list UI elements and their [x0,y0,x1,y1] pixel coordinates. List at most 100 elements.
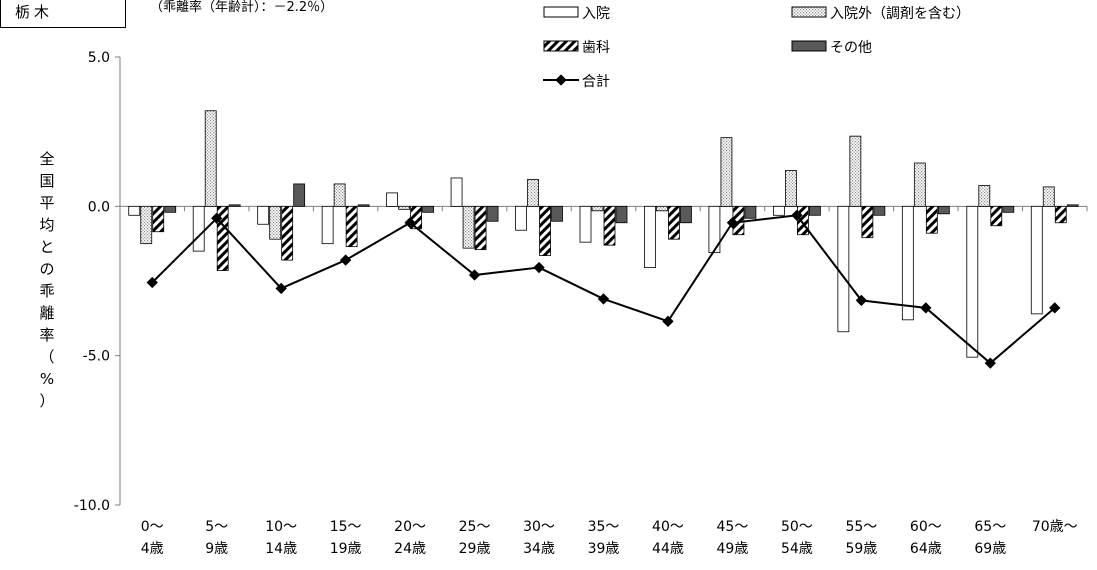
bar-inpatient [450,177,463,207]
bar-inpatient [966,205,979,358]
x-tick-label: 9歳 [205,541,228,557]
bar-inpatient [773,205,785,216]
axes: 5.0 0.0 -5.0 -10.0 [74,50,1088,514]
x-tick-label: 70歳～ [1032,519,1078,535]
bar-other [615,205,628,224]
bar-outpatient [527,179,539,207]
bar-dental [861,205,874,239]
x-tick-label: 64歳 [910,541,942,557]
bar-inpatient [579,205,592,243]
bar-inpatient [128,205,141,216]
bar-inpatient [837,205,850,333]
bar-dental [1054,205,1067,224]
total-point [211,212,223,224]
x-tick-label: 60～ [910,519,942,535]
x-tick-label: 20～ [394,519,426,535]
y-axis-label-char: 平 [39,194,55,212]
bar-other [809,205,821,216]
total-line [146,209,1061,369]
bar-outpatient [1042,186,1055,207]
bar-dental [474,205,487,251]
y-axis-label-char: 乖 [39,282,55,300]
bar-dental [345,205,358,248]
x-tick-label: 19歳 [330,541,362,557]
bar-outpatient [720,137,733,207]
overall-deviation-note: （乖離率（年齢計）：－2.2％） [150,0,334,15]
x-tick-label: 59歳 [845,541,877,557]
total-point [662,315,674,327]
total-point [146,276,158,289]
bar-dental [990,205,1003,227]
x-tick-label: 65～ [974,519,1006,535]
x-tick-label: 5～ [205,519,228,535]
bar-dental [925,205,938,234]
bar-dental [281,205,294,261]
bar-outpatient [785,170,797,207]
x-tick-label: 14歳 [265,541,297,557]
prefecture-name: 栃木 [15,3,54,21]
x-tick-label: 35～ [588,519,620,535]
total-point [1049,302,1061,314]
bar-other [1066,204,1079,207]
y-axis-label: 全国平均との乖離率 （% ） [38,148,56,412]
bar-outpatient [140,205,153,245]
legend-other-label: その他 [830,40,872,56]
bar-other [228,204,241,207]
bar-dental [603,205,616,246]
total-point [275,282,287,295]
bar-other [293,183,306,207]
y-axis-label-char: ） [39,392,55,410]
x-tick-label: 29歳 [459,541,491,557]
bar-other [486,205,499,222]
bar-inpatient [257,205,270,225]
bar-outpatient [591,205,604,212]
y-axis-label-char: 国 [39,172,55,190]
bar-other [937,205,950,215]
y-tick-label: -5.0 [83,349,110,365]
bar-outpatient [398,205,411,210]
y-tick-label: 5.0 [88,50,110,66]
y-axis-label-char: と [39,238,55,256]
bar-inpatient [515,205,527,231]
bar-outpatient [978,185,991,207]
x-tick-label: 24歳 [394,541,426,557]
x-tick-label: 44歳 [652,541,684,557]
bar-outpatient [849,135,862,207]
x-tick-label: 4歳 [141,541,164,557]
bar-inpatient [386,192,399,207]
x-tick-label: 0～ [141,519,164,535]
x-tick-label: 34歳 [523,541,555,557]
bar-inpatient [1030,205,1043,315]
legend-total-label: 合計 [582,74,610,90]
total-point [468,269,481,281]
total-point [404,217,416,229]
bar-outpatient [269,205,282,240]
bar-outpatient [204,110,217,207]
bar-outpatient [333,183,346,207]
bar-inpatient [708,205,721,254]
x-tick-label: 15～ [330,519,362,535]
y-axis-label-char: （ [39,348,55,366]
bars [128,110,1079,358]
y-axis-label-char: 均 [39,216,55,234]
bar-other [551,205,563,222]
legend-inpatient-label: 入院 [582,6,610,22]
bar-dental [216,205,229,271]
total-point [726,217,739,229]
x-tick-label: 39歳 [588,541,620,557]
bar-dental [797,205,809,236]
bar-inpatient [644,205,656,268]
bar-other [744,205,757,219]
total-point [597,293,610,305]
bar-outpatient [656,205,668,212]
x-tick-label: 69歳 [974,541,1006,557]
x-tick-label: 50～ [781,519,813,535]
total-point [533,261,545,274]
legend-outpatient-label: 入院外（調剤を含む） [830,6,970,22]
bar-other [1002,205,1015,213]
x-tick-label: 55～ [845,519,877,535]
prefecture-box: 栃木 [0,0,126,28]
bar-other [873,205,886,216]
bar-other [680,205,692,224]
